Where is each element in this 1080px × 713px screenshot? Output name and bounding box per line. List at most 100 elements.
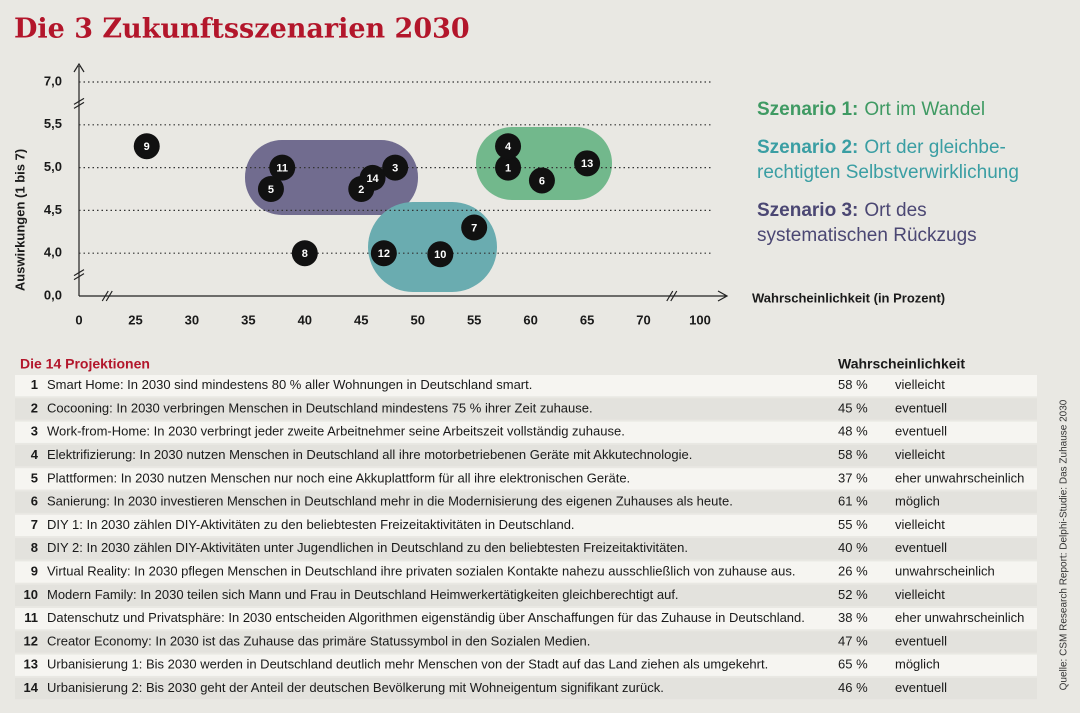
point [359,164,386,191]
row-rating: vielleicht [895,447,945,462]
row-number: 1 [31,377,38,392]
row-rating: eventuell [895,400,947,415]
table-row [15,468,1037,490]
legend-text: Szenario 2: Ort der gleichbe- [757,137,1006,158]
row-number: 4 [31,447,39,462]
row-rating: eventuell [895,540,947,555]
x-tick-label: 65 [580,312,594,327]
row-percent: 61 % [838,494,868,509]
point-label: 4 [505,141,512,153]
row-number: 14 [24,680,39,695]
x-tick-label: 25 [128,312,142,327]
point-label: 14 [366,173,379,185]
point-label: 2 [358,184,364,196]
legend-text: Szenario 3: Ort des [757,200,927,221]
point-label: 9 [144,141,150,153]
row-percent: 46 % [838,680,868,695]
point-label: 13 [581,158,593,170]
point-label: 7 [471,222,477,234]
legend-text: rechtigten Selbstverwirklichung [757,162,1019,183]
row-percent: 55 % [838,517,868,532]
y-axis-label: Auswirkungen (1 bis 7) [12,149,27,291]
legend-label: Szenario 2: [757,137,858,158]
row-number: 11 [24,610,38,625]
row-percent: 52 % [838,587,868,602]
row-number: 5 [31,470,38,485]
legend-line: systematischen Rückzugs [757,225,977,246]
legend-label: Szenario 3: [757,200,858,221]
x-axis-label: Wahrscheinlichkeit (in Prozent) [752,290,945,305]
point [574,150,601,177]
table-row [15,514,1037,537]
y-tick-label: 5,0 [44,159,62,174]
row-text: Urbanisierung 1: Bis 2030 werden in Deut… [47,657,768,672]
x-tick-label: 35 [241,312,255,327]
row-percent: 65 % [838,657,868,672]
row-number: 8 [31,540,38,555]
x-tick-label: 70 [636,312,650,327]
row-text: Cocooning: In 2030 verbringen Menschen i… [47,400,593,415]
table-row [15,631,1037,653]
point-label: 12 [378,248,390,260]
legend-text: Szenario 1: Ort im Wandel [757,99,985,120]
row-percent: 40 % [838,540,868,555]
row-percent: 58 % [838,447,868,462]
x-tick-label: 0 [75,312,82,327]
row-rating: eventuell [895,424,947,439]
row-percent: 58 % [838,377,868,392]
y-tick-label: 4,0 [44,245,62,260]
row-number: 9 [31,563,38,578]
y-tick-label: 5,5 [44,116,62,131]
row-number: 12 [24,633,38,648]
row-rating: vielleicht [895,517,945,532]
y-tick-label: 4,5 [44,202,62,217]
table-header: Wahrscheinlichkeit [838,356,965,372]
point [291,240,318,267]
row-number: 10 [24,587,38,602]
y-axis [73,62,85,296]
row-rating: möglich [895,494,940,509]
x-axis [79,290,729,302]
legend-line: Ort der gleichbe- [864,137,1006,158]
row-text: DIY 1: In 2030 zählen DIY-Aktivitäten zu… [47,517,575,532]
row-percent: 47 % [838,633,868,648]
row-rating: eher unwahrscheinlich [895,470,1024,485]
row-rating: eher unwahrscheinlich [895,610,1024,625]
x-tick-label: 50 [410,312,424,327]
point [370,240,397,267]
row-text: Work-from-Home: In 2030 verbringt jeder … [47,424,625,439]
row-percent: 48 % [838,424,868,439]
table-title: Die 14 Projektionen [20,356,150,372]
row-number: 3 [31,424,38,439]
row-percent: 45 % [838,400,868,415]
row-percent: 38 % [838,610,868,625]
table-row [15,444,1037,467]
x-tick-label: 45 [354,312,368,327]
point [495,133,522,160]
row-number: 13 [24,657,38,672]
point-label: 11 [276,163,288,175]
row-number: 7 [31,517,38,532]
y-tick-label: 0,0 [44,287,62,302]
table-row [15,608,1037,630]
table-row [15,491,1037,513]
point [257,176,284,202]
legend-text: systematischen Rückzugs [757,225,977,246]
table-row [15,584,1037,606]
chart-title: Die 3 Zukunftsszenarien 2030 [14,14,470,45]
row-number: 6 [31,494,38,509]
axis-break [73,269,85,281]
row-rating: möglich [895,657,940,672]
x-tick-label: 55 [467,312,481,327]
table-row [15,538,1037,560]
point [528,167,555,194]
row-text: Elektrifizierung: In 2030 nutzen Mensche… [47,447,692,462]
point-label: 8 [302,248,308,260]
point-label: 1 [505,163,511,175]
legend-line: Ort im Wandel [864,99,985,120]
row-text: Datenschutz und Privatsphäre: In 2030 en… [47,610,805,625]
y-tick-label: 7,0 [44,73,62,88]
point-label: 6 [539,175,545,187]
axis-break [101,290,113,302]
row-percent: 26 % [838,563,868,578]
